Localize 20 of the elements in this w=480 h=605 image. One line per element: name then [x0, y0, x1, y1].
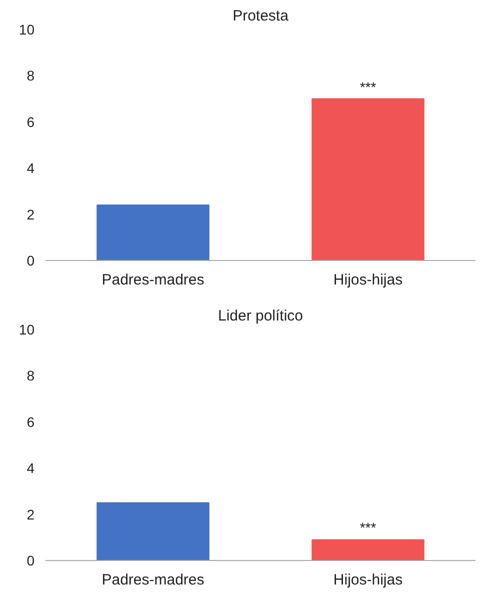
x-tick-label: Hijos-hijas: [333, 272, 403, 288]
y-tick-label: 10: [18, 322, 35, 338]
y-tick-label: 2: [26, 506, 35, 522]
chart-title: Lider político: [218, 308, 304, 324]
x-tick-label: Hijos-hijas: [333, 572, 403, 588]
y-tick-label: 6: [26, 114, 35, 130]
y-tick-label: 6: [26, 414, 35, 430]
y-tick-label: 4: [26, 460, 35, 476]
x-tick-label: Padres-madres: [102, 272, 204, 288]
chart-title: Protesta: [232, 8, 290, 24]
y-tick-label: 4: [26, 160, 35, 176]
annotation: ***: [360, 520, 377, 536]
y-tick-label: 0: [26, 552, 35, 568]
y-tick-label: 0: [26, 252, 35, 268]
y-tick-label: 10: [18, 22, 35, 38]
y-tick-label: 8: [26, 368, 35, 384]
y-tick-label: 8: [26, 68, 35, 84]
x-tick-label: Padres-madres: [102, 572, 204, 588]
y-tick-label: 2: [26, 206, 35, 222]
annotation: ***: [360, 78, 377, 95]
